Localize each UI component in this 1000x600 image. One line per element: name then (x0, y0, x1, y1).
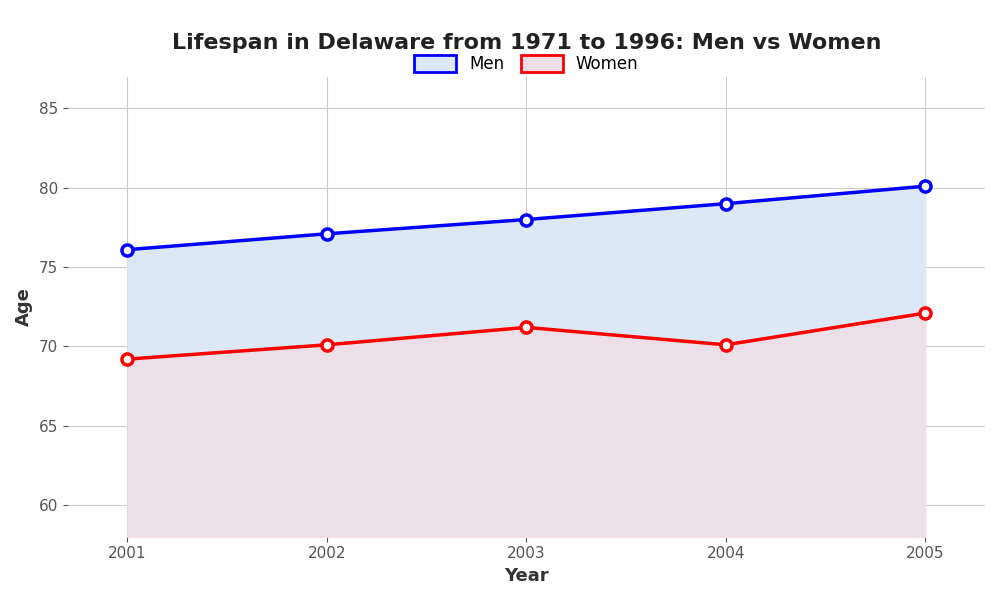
Legend: Men, Women: Men, Women (407, 49, 645, 80)
Title: Lifespan in Delaware from 1971 to 1996: Men vs Women: Lifespan in Delaware from 1971 to 1996: … (172, 33, 881, 53)
X-axis label: Year: Year (504, 567, 549, 585)
Y-axis label: Age: Age (15, 287, 33, 326)
